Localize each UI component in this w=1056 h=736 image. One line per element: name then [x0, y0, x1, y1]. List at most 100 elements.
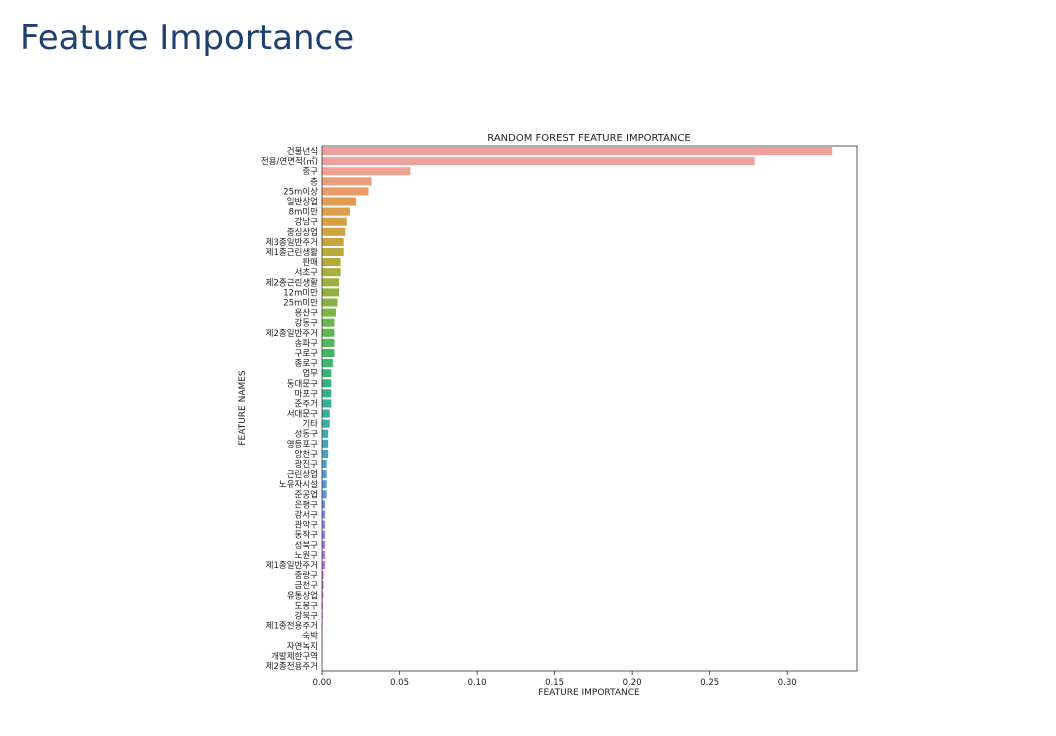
- y-tick-label: 제1종전용주거: [266, 621, 318, 632]
- y-tick-label: 준주거: [295, 399, 318, 409]
- bar: [322, 247, 344, 257]
- bar: [322, 459, 327, 469]
- y-tick-label: 서초구: [295, 268, 319, 278]
- bar: [322, 338, 335, 347]
- y-tick-label: 성동구: [295, 430, 319, 440]
- bar: [322, 419, 330, 428]
- x-tick-label: 0.10: [468, 678, 487, 688]
- y-tick-label: 판매: [302, 258, 318, 268]
- y-tick-label: 성북구: [295, 541, 319, 551]
- y-tick-labels: 건물년식전용/연면적(㎡)중구층25m이상일반상업8m미만강남구중심상업제3종일…: [261, 146, 318, 672]
- y-tick-label: 제2종전용주거: [266, 661, 318, 672]
- bar: [322, 288, 340, 297]
- bar: [322, 571, 324, 580]
- y-tick-label: 금천구: [295, 580, 319, 591]
- bars-group: [322, 147, 833, 660]
- bar: [322, 359, 333, 368]
- bar: [322, 490, 327, 499]
- bar: [322, 601, 323, 610]
- y-tick-label: 제2종일반주거: [266, 328, 318, 339]
- y-tick-label: 제1종근린생활: [266, 247, 319, 258]
- y-tick-label: 12m미만: [283, 288, 318, 298]
- y-tick-label: 준공업: [295, 490, 318, 500]
- y-tick-label: 강남구: [295, 217, 319, 228]
- bar: [322, 389, 332, 398]
- x-tick-label: 0.05: [390, 678, 409, 688]
- y-tick-label: 층: [310, 177, 318, 187]
- y-tick-label: 근린상업: [287, 469, 318, 480]
- y-tick-label: 업무: [302, 369, 318, 379]
- x-tick-label: 0.25: [700, 678, 719, 688]
- x-axis-label: FEATURE IMPORTANCE: [538, 688, 640, 698]
- bar: [322, 197, 357, 206]
- bar: [322, 449, 329, 458]
- y-tick-label: 동대문구: [287, 379, 318, 389]
- slide-title: Feature Importance: [20, 18, 355, 58]
- bar: [322, 379, 332, 388]
- bar: [322, 470, 327, 479]
- y-tick-label: 송파구: [295, 339, 319, 349]
- bar: [322, 480, 327, 489]
- y-tick-label: 건물년식: [287, 146, 318, 157]
- bar: [322, 328, 335, 337]
- x-tick-label: 0.00: [313, 678, 332, 688]
- bar: [322, 177, 372, 186]
- y-tick-label: 25m미만: [283, 298, 318, 308]
- y-tick-label: 광진구: [295, 459, 319, 470]
- bar: [322, 167, 411, 176]
- bar: [322, 237, 344, 246]
- x-ticks: 0.00 0.05 0.10 0.15 0.20 0.25 0.30: [313, 671, 797, 688]
- bar: [322, 439, 329, 448]
- bar: [322, 187, 369, 196]
- y-tick-label: 일반상업: [287, 197, 318, 208]
- y-tick-label: 영등포구: [287, 439, 318, 450]
- bar: [322, 308, 336, 317]
- y-tick-label: 숙박: [302, 631, 318, 642]
- y-tick-label: 자연녹지: [287, 642, 318, 652]
- bar: [322, 348, 335, 358]
- bar: [322, 500, 326, 509]
- y-tick-label: 은평구: [295, 499, 319, 510]
- bar: [322, 409, 330, 418]
- bar: [322, 581, 324, 590]
- bar: [322, 278, 340, 287]
- y-tick-label: 개발제한구역: [271, 651, 318, 662]
- y-tick-label: 중랑구: [295, 570, 319, 581]
- y-tick-label: 기타: [302, 420, 318, 430]
- x-tick-label: 0.20: [623, 678, 642, 688]
- bar: [322, 147, 833, 156]
- y-tick-label: 제2종근린생활: [266, 277, 319, 288]
- y-tick-label: 전용/연면적(㎡): [261, 156, 318, 167]
- bar: [322, 258, 341, 267]
- y-tick-label: 종로구: [295, 359, 319, 369]
- chart-title: RANDOM FOREST FEATURE IMPORTANCE: [487, 133, 690, 144]
- y-tick-label: 중심상업: [287, 227, 318, 238]
- y-tick-label: 중구: [302, 167, 318, 177]
- bar: [322, 429, 329, 438]
- bar: [322, 530, 326, 539]
- y-tick-label: 용산구: [295, 308, 319, 319]
- bar: [322, 207, 350, 216]
- y-axis-label: FEATURE NAMES: [238, 370, 248, 446]
- bar: [322, 318, 335, 327]
- bar: [322, 298, 338, 307]
- y-tick-label: 노원구: [295, 551, 319, 561]
- bar: [322, 510, 326, 519]
- y-tick-label: 유통상업: [287, 590, 318, 601]
- bar: [322, 369, 332, 378]
- bar: [322, 550, 326, 559]
- y-tick-label: 관악구: [295, 520, 319, 531]
- plot-frame: [321, 145, 858, 672]
- bar: [322, 540, 326, 549]
- y-tick-label: 양천구: [295, 449, 319, 460]
- y-tick-label: 강북구: [295, 610, 319, 621]
- y-tick-label: 25m이상: [283, 186, 318, 197]
- y-tick-label: 제3종일반주거: [266, 237, 318, 248]
- bar: [322, 399, 332, 408]
- x-tick-label: 0.15: [545, 678, 564, 688]
- y-tick-label: 노유자시설: [279, 479, 318, 490]
- bar: [322, 217, 347, 226]
- y-tick-label: 마포구: [295, 389, 319, 399]
- bar: [322, 268, 341, 277]
